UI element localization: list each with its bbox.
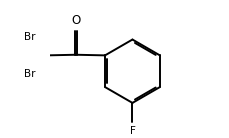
Text: Br: Br (24, 69, 36, 79)
Text: F: F (129, 126, 135, 136)
Text: Br: Br (24, 32, 36, 42)
Text: O: O (71, 14, 80, 27)
